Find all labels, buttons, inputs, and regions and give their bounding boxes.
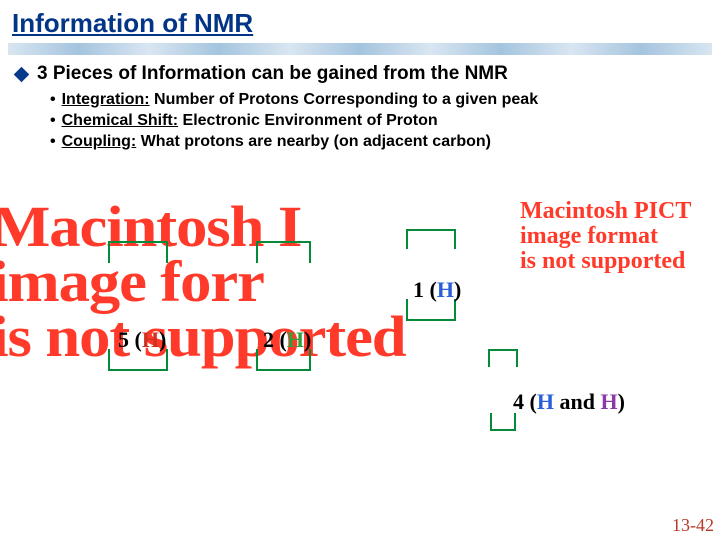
sub-bullet: • Chemical Shift: Electronic Environment … [50, 112, 706, 130]
peak-2h: 2 (H) [263, 327, 311, 353]
main-bullet: 3 Pieces of Information can be gained fr… [14, 63, 706, 85]
sub-bullet: • Integration: Number of Protons Correspo… [50, 91, 706, 109]
sub-bullet-term: Coupling: [62, 133, 137, 150]
title-decorative-strip [8, 43, 712, 55]
integration-bracket [488, 349, 518, 367]
missing-image-message-large: Macintosh Iimage forris not supported [0, 199, 445, 364]
peak-5h: 5 (H) [118, 327, 166, 353]
page-number: 13-42 [672, 515, 714, 536]
sub-bullet-term: Chemical Shift: [62, 112, 178, 129]
bullet-dot-icon: • [50, 112, 56, 129]
missing-image-message-small: Macintosh PICTimage formatis not support… [520, 199, 710, 275]
bullet-dot-icon: • [50, 91, 56, 108]
spectrum-figure: Macintosh Iimage forris not supported Ma… [8, 169, 712, 489]
content-area: 3 Pieces of Information can be gained fr… [0, 63, 720, 151]
sub-bullet-term: Integration: [62, 91, 150, 108]
sub-bullet-text: Electronic Environment of Proton [178, 112, 438, 129]
sub-bullet-text: Number of Protons Corresponding to a giv… [150, 91, 538, 108]
integration-bracket [406, 229, 456, 249]
peak-4h: 4 (H and H) [513, 389, 625, 415]
main-bullet-text: 3 Pieces of Information can be gained fr… [37, 63, 508, 85]
sub-bullet: • Coupling: What protons are nearby (on a… [50, 133, 706, 151]
peak-1h: 1 (H) [413, 277, 461, 303]
slide-title: Information of NMR [0, 0, 720, 43]
bullet-dot-icon: • [50, 133, 56, 150]
integration-bracket [490, 413, 516, 431]
integration-bracket [256, 241, 311, 263]
integration-bracket [108, 241, 168, 263]
sub-bullet-text: What protons are nearby (on adjacent car… [136, 133, 491, 150]
diamond-bullet-icon [14, 67, 30, 83]
